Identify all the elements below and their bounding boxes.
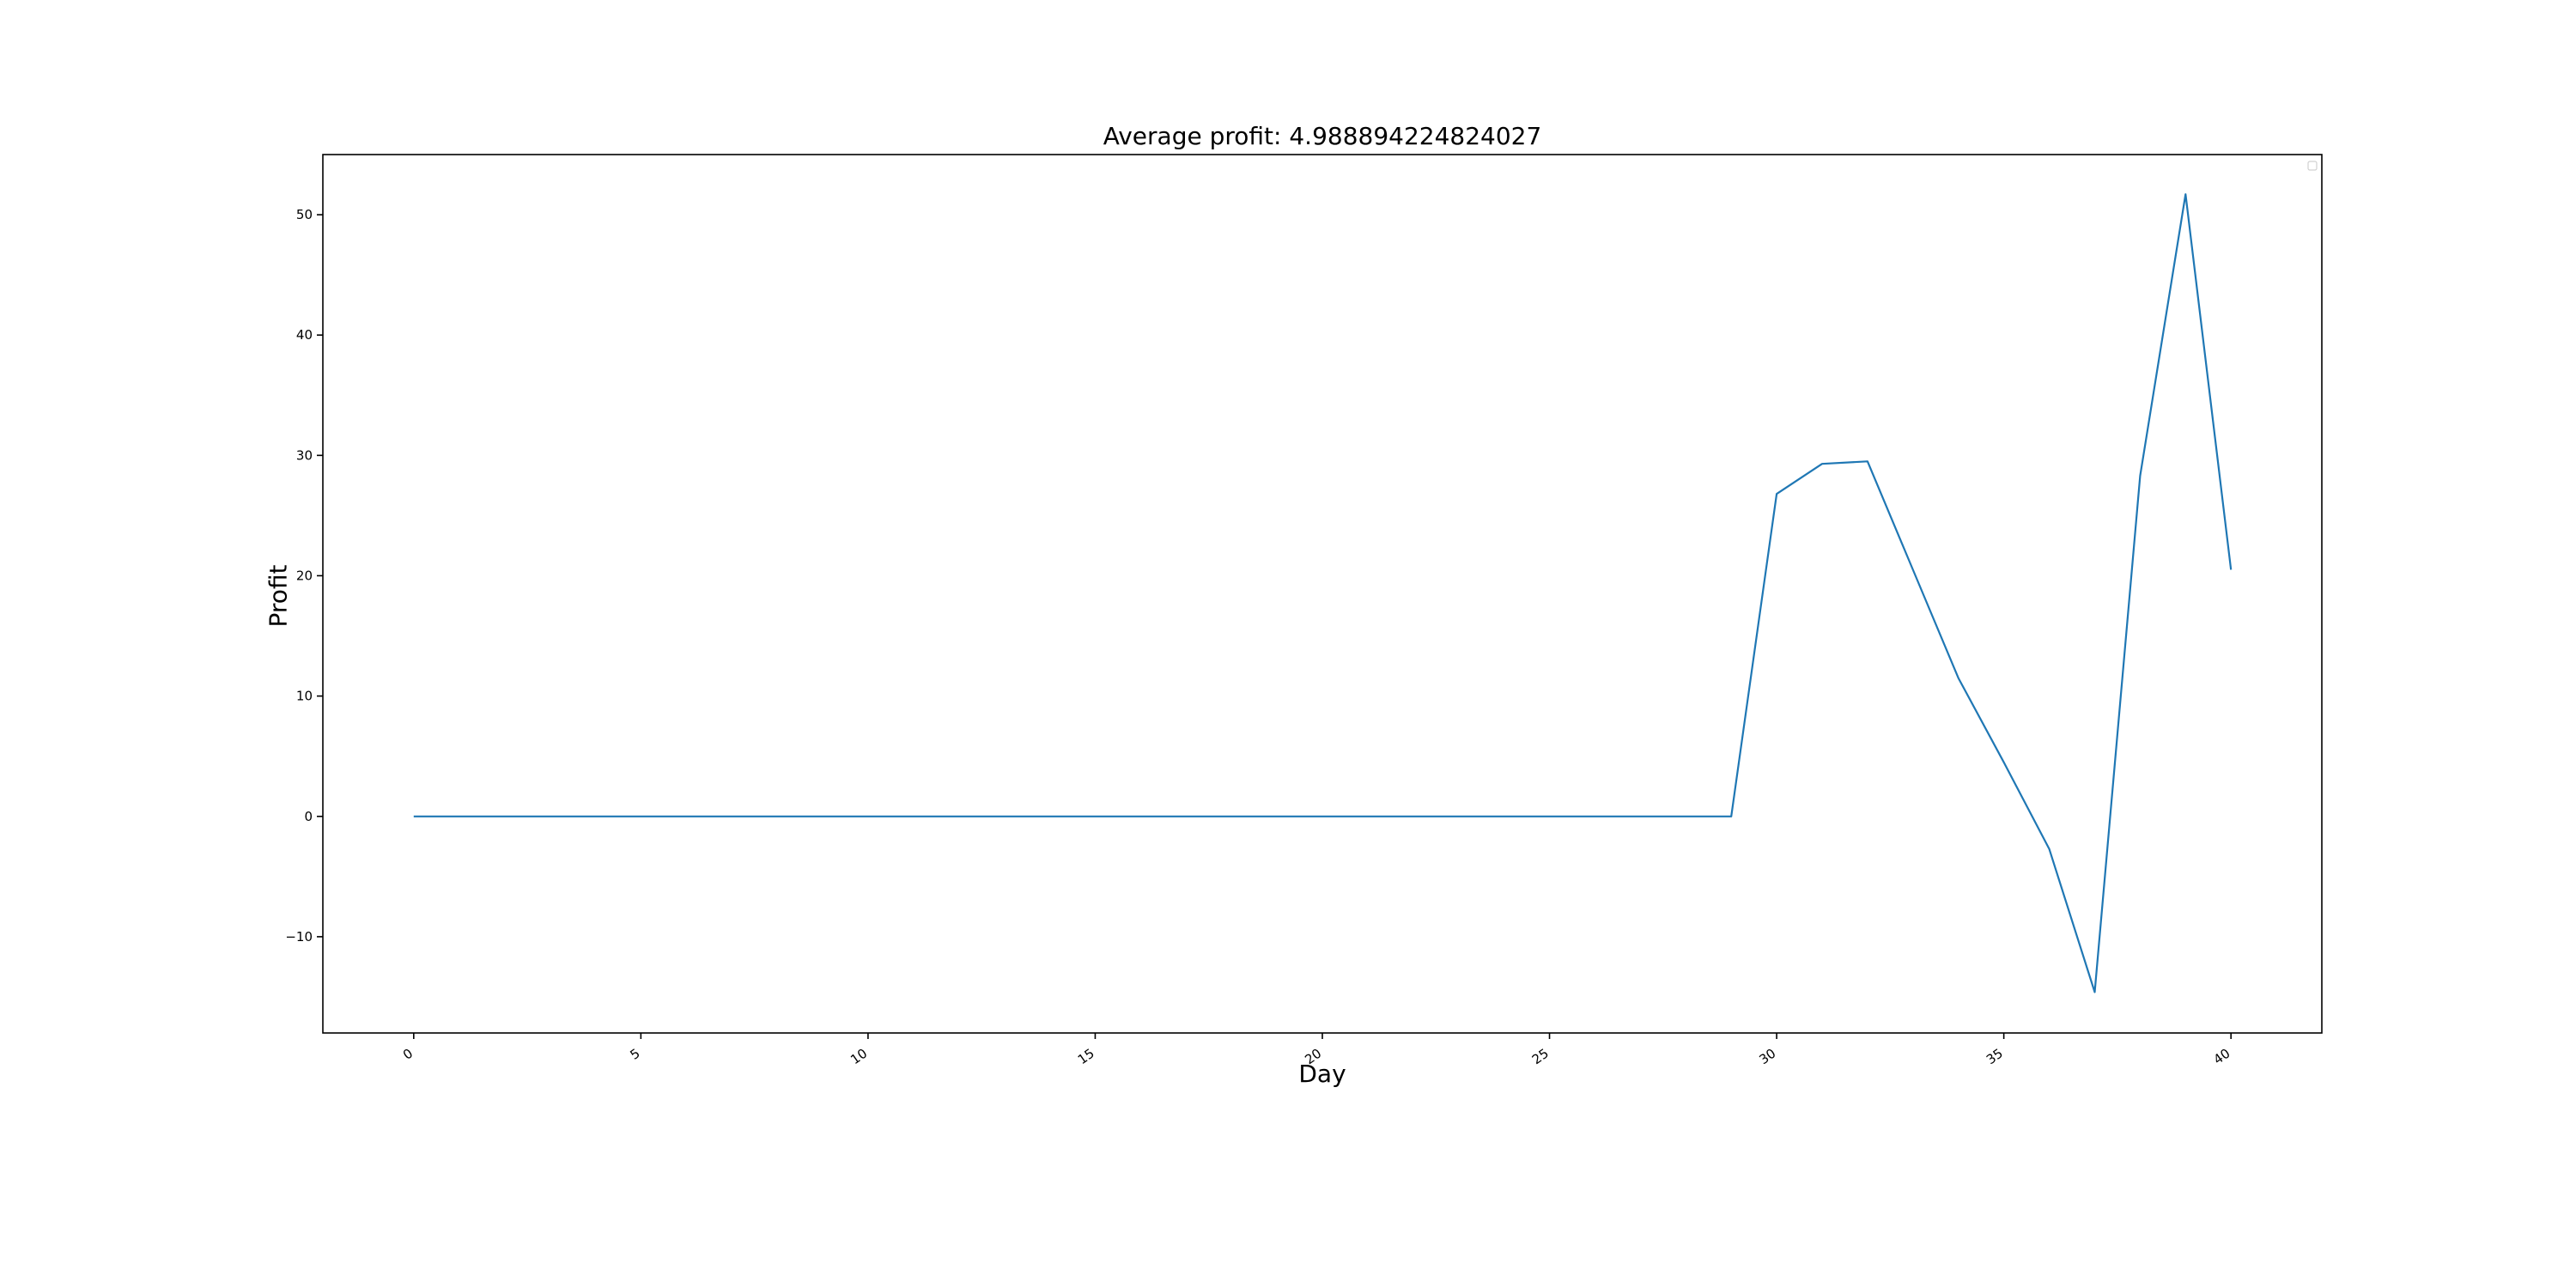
y-tick-label: 50: [296, 207, 313, 222]
y-tick-label: −10: [285, 929, 313, 945]
axes-frame: [322, 154, 2323, 1034]
y-tick-label: 20: [296, 568, 313, 583]
series-line: [413, 193, 2233, 993]
y-tick-label: 0: [304, 809, 313, 824]
y-tick-label: 10: [296, 689, 313, 704]
chart-title: Average profit: 4.988894224824027: [1103, 122, 1542, 150]
x-axis-label: Day: [1298, 1060, 1346, 1088]
y-tick-label: 40: [296, 327, 313, 343]
y-axis-label: Profit: [264, 564, 293, 628]
legend-box: [2307, 161, 2318, 171]
y-tick-label: 30: [296, 447, 313, 463]
